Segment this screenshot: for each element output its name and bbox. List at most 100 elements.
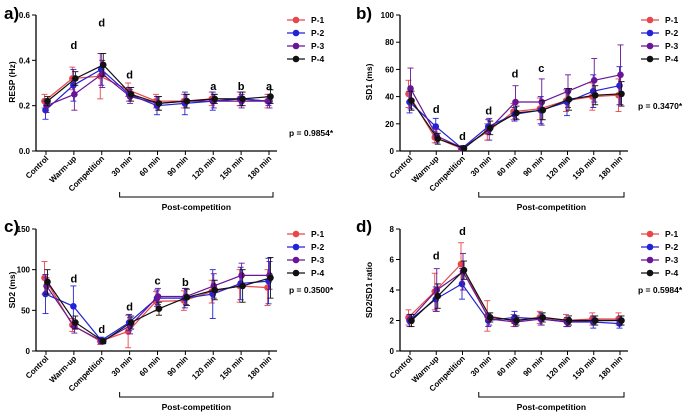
x-tick-label: 120 min [190, 154, 218, 182]
p-value: p = 0.3470* [638, 101, 683, 111]
data-point [539, 106, 547, 114]
legend: P-1 P-2 P-3 P-4 [641, 15, 679, 64]
y-tick-label: 4 [390, 286, 395, 295]
data-point [590, 76, 598, 84]
significance-label: d [126, 301, 133, 313]
data-point [72, 319, 79, 326]
significance-label: a [266, 81, 273, 93]
significance-label: c [154, 275, 160, 287]
series-line [408, 263, 619, 322]
y-tick-label: 80 [385, 38, 394, 47]
y-tick-label: 0 [390, 347, 395, 356]
y-axis-label: SD2 (ms) [7, 271, 17, 308]
data-point [618, 90, 625, 98]
legend-marker [292, 269, 300, 277]
data-point [458, 280, 466, 288]
data-point [512, 98, 519, 106]
legend: P-1 P-2 P-3 P-4 [641, 229, 679, 278]
data-point [539, 314, 547, 321]
data-point [618, 317, 625, 324]
post-competition-label: Post-competition [517, 202, 586, 212]
y-tick-label: 0.2 [19, 102, 31, 111]
x-tick-label: 90 min [521, 354, 545, 378]
y-tick-label: 0 [26, 347, 31, 356]
legend-label: P-2 [311, 28, 325, 38]
significance-label: d [71, 40, 78, 52]
significance-label: c [538, 63, 544, 75]
data-point [591, 91, 599, 99]
y-tick-label: 100 [17, 266, 31, 275]
legend-label: P-1 [311, 229, 325, 239]
x-tick-label: 60 min [495, 354, 519, 378]
legend-label: P-2 [665, 28, 679, 38]
legend-label: P-4 [311, 268, 325, 278]
data-point [71, 91, 78, 98]
data-point [408, 317, 415, 324]
significance-label: d [433, 251, 440, 263]
legend-label: P-3 [665, 255, 679, 265]
significance-label: d [512, 69, 519, 81]
significance-label: d [71, 274, 78, 286]
p-value: p = 0.3500* [289, 285, 334, 295]
series-P-4 [408, 260, 625, 328]
legend-marker [646, 243, 654, 251]
post-competition-label: Post-competition [517, 402, 586, 412]
data-point [155, 305, 163, 313]
x-tick-label: 180 min [597, 154, 625, 182]
data-point [154, 293, 162, 300]
data-point [513, 317, 520, 324]
legend-marker [646, 42, 654, 50]
data-point [460, 266, 468, 274]
legend-label: P-3 [665, 41, 679, 51]
significance-label: b [238, 81, 245, 93]
legend-marker [292, 29, 300, 37]
x-tick-label: 180 min [597, 354, 625, 382]
x-tick-label: 90 min [166, 154, 190, 178]
post-competition-bracket [119, 392, 274, 398]
legend-marker [292, 16, 300, 24]
x-tick-label: 150 min [571, 154, 599, 182]
data-point [267, 93, 274, 100]
y-tick-label: 0.4 [19, 56, 31, 65]
data-point [591, 317, 599, 324]
p-value: p = 0.9854* [289, 128, 334, 138]
data-point [513, 109, 520, 117]
x-tick-label: 180 min [246, 154, 274, 182]
panel-label: b) [356, 4, 372, 23]
data-point [99, 337, 107, 345]
data-point [460, 144, 468, 152]
y-tick-label: 2 [390, 317, 395, 326]
legend-marker [646, 16, 654, 24]
data-point [434, 135, 442, 143]
x-tick-label: 30 min [110, 354, 134, 378]
y-axis-label: RESP (Hz) [7, 61, 17, 103]
data-point [538, 98, 546, 106]
legend-label: P-2 [665, 242, 679, 252]
data-point [211, 95, 219, 103]
significance-label: d [433, 104, 440, 116]
series-P-4 [44, 257, 274, 345]
post-competition-label: Post-competition [162, 402, 231, 412]
legend-marker [646, 269, 654, 277]
data-point [486, 314, 494, 321]
legend: P-1 P-2 P-3 P-4 [287, 229, 325, 278]
legend-marker [646, 230, 654, 238]
legend-marker [292, 256, 300, 264]
x-tick-label: 180 min [246, 354, 274, 382]
series-P-4 [408, 81, 625, 152]
data-point [617, 71, 624, 79]
x-tick-label: 150 min [218, 354, 246, 382]
data-point [155, 100, 163, 107]
x-tick-label: 60 min [138, 154, 162, 178]
y-tick-label: 50 [21, 306, 30, 315]
data-point [44, 278, 51, 286]
legend-label: P-1 [665, 229, 679, 239]
legend-label: P-3 [311, 255, 325, 265]
series-P-3 [43, 261, 273, 345]
data-point [211, 286, 219, 294]
y-tick-label: 20 [385, 120, 394, 129]
y-axis-label: SD1 (ms) [364, 63, 374, 100]
y-tick-label: 0.6 [19, 11, 31, 20]
